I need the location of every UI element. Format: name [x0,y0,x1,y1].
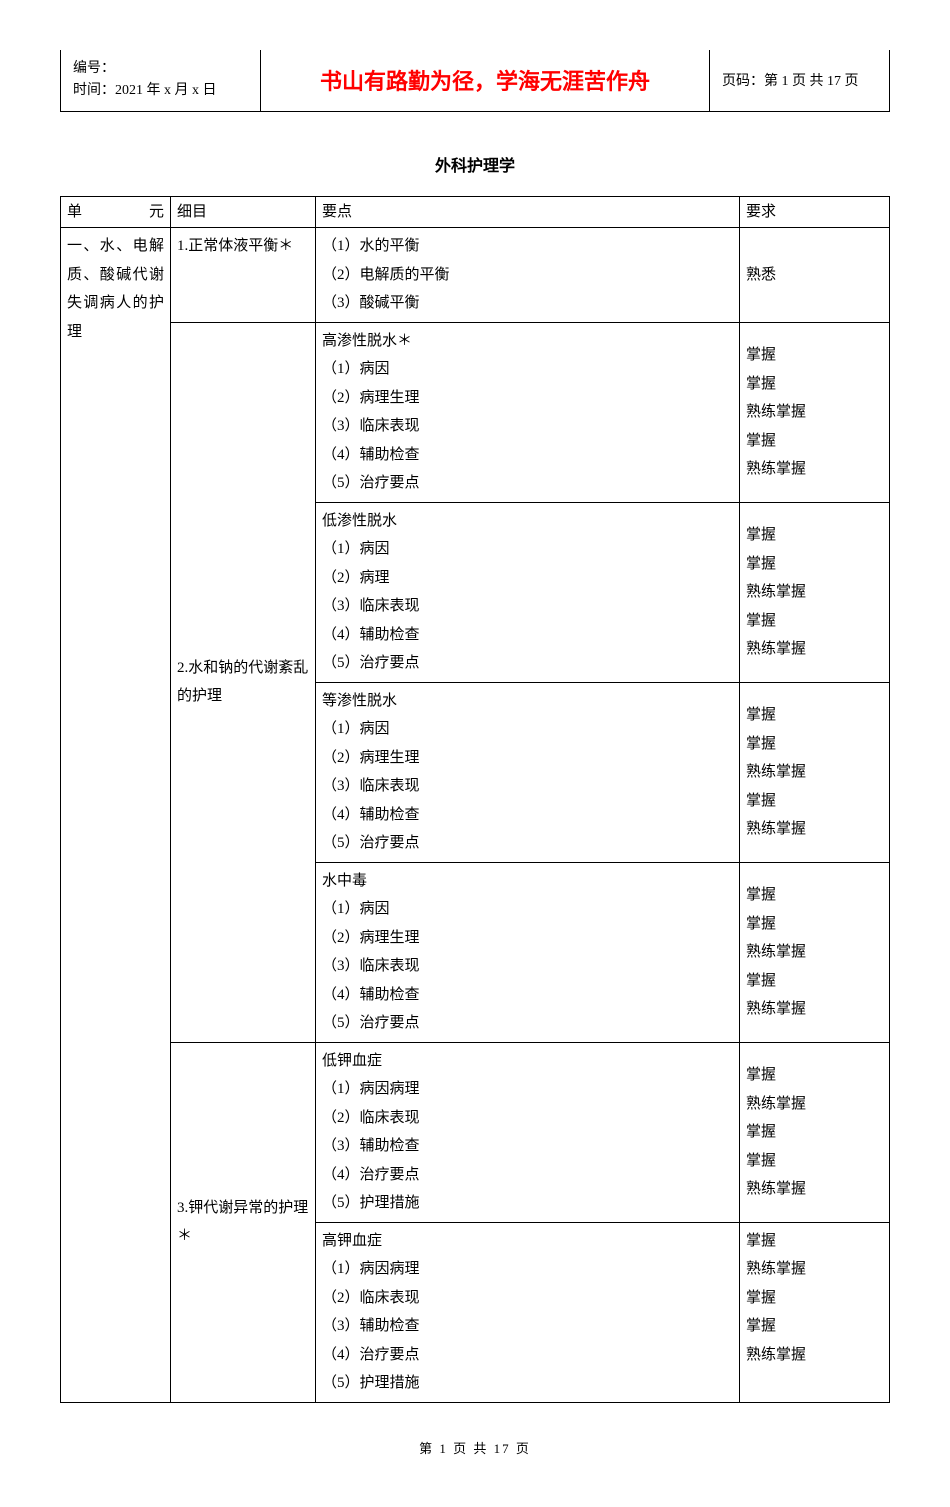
page-header-table: 编号： 时间：2021 年 x 月 x 日 书山有路勤为径，学海无涯苦作舟 页码… [60,50,890,112]
document-title: 外科护理学 [60,152,890,176]
point-cell: （1）水的平衡 （2）电解质的平衡 （3）酸碱平衡 [316,228,740,323]
point-cell: 低钾血症 （1）病因病理 （2）临床表现 （3）辅助检查 （4）治疗要点 （5）… [316,1042,740,1222]
point-cell: 等渗性脱水 （1）病因 （2）病理生理 （3）临床表现 （4）辅助检查 （5）治… [316,682,740,862]
col-header-point: 要点 [316,196,740,228]
point-cell: 高钾血症 （1）病因病理 （2）临床表现 （3）辅助检查 （4）治疗要点 （5）… [316,1222,740,1402]
req-cell: 掌握 熟练掌握 掌握 掌握 熟练掌握 [740,1042,890,1222]
req-cell: 掌握 掌握 熟练掌握 掌握 熟练掌握 [740,502,890,682]
header-meta-cell: 编号： 时间：2021 年 x 月 x 日 [61,50,261,111]
col-header-req: 要求 [740,196,890,228]
table-row: 一、水、电解质、酸碱代谢失调病人的护理 1.正常体液平衡＊ （1）水的平衡 （2… [61,228,890,323]
req-cell: 掌握 熟练掌握 掌握 掌握 熟练掌握 [740,1222,890,1402]
col-header-detail: 细目 [171,196,316,228]
req-cell: 掌握 掌握 熟练掌握 掌握 熟练掌握 [740,682,890,862]
req-cell: 熟悉 [740,228,890,323]
time-label: 时间：2021 年 x 月 x 日 [73,80,248,102]
req-cell: 掌握 掌握 熟练掌握 掌握 熟练掌握 [740,862,890,1042]
numbering-label: 编号： [73,58,248,80]
point-cell: 低渗性脱水 （1）病因 （2）病理 （3）临床表现 （4）辅助检查 （5）治疗要… [316,502,740,682]
header-motto: 书山有路勤为径，学海无涯苦作舟 [261,50,710,111]
table-header-row: 单元 细目 要点 要求 [61,196,890,228]
detail-cell: 1.正常体液平衡＊ [171,228,316,323]
table-row: 3.钾代谢异常的护理＊ 低钾血症 （1）病因病理 （2）临床表现 （3）辅助检查… [61,1042,890,1222]
unit-cell: 一、水、电解质、酸碱代谢失调病人的护理 [61,228,171,1403]
point-cell: 高渗性脱水＊ （1）病因 （2）病理生理 （3）临床表现 （4）辅助检查 （5）… [316,322,740,502]
req-cell: 掌握 掌握 熟练掌握 掌握 熟练掌握 [740,322,890,502]
point-cell: 水中毒 （1）病因 （2）病理生理 （3）临床表现 （4）辅助检查 （5）治疗要… [316,862,740,1042]
detail-cell: 3.钾代谢异常的护理＊ [171,1042,316,1402]
syllabus-table: 单元 细目 要点 要求 一、水、电解质、酸碱代谢失调病人的护理 1.正常体液平衡… [60,196,890,1403]
page-footer: 第 1 页 共 17 页 [60,1438,890,1457]
col-header-unit: 单元 [61,196,171,228]
header-page-label: 页码：第 1 页 共 17 页 [710,50,890,111]
detail-cell: 2.水和钠的代谢紊乱的护理 [171,322,316,1042]
table-row: 2.水和钠的代谢紊乱的护理 高渗性脱水＊ （1）病因 （2）病理生理 （3）临床… [61,322,890,502]
